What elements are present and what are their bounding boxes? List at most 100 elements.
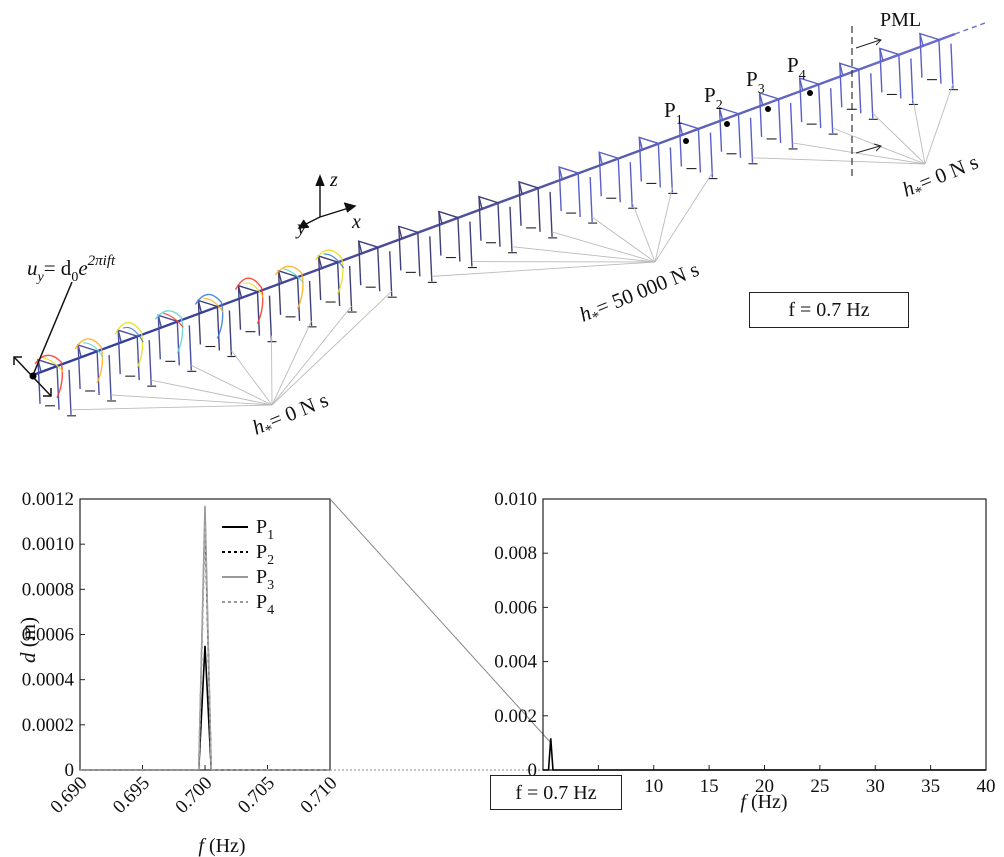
x-tick-label: 40 xyxy=(977,776,996,797)
bent xyxy=(317,254,357,313)
y-tick-label: 0.002 xyxy=(494,706,537,727)
svg-text:P4: P4 xyxy=(787,53,806,83)
excitation-arrow xyxy=(13,281,73,397)
chart-zoom-xlabel: f (Hz) xyxy=(198,835,245,857)
svg-text:P2: P2 xyxy=(704,83,723,113)
y-tick-label: 0.0002 xyxy=(22,715,74,736)
x-tick-label: 0.695 xyxy=(109,773,154,818)
coordinate-axes xyxy=(297,174,357,229)
point-p2-marker xyxy=(724,121,730,127)
point-p3-label: P xyxy=(746,67,758,91)
excitation-equation: uy= d0e2πift xyxy=(27,253,116,285)
y-tick-label: 0.0012 xyxy=(22,489,74,510)
svg-text:h*= 50 000 N s: h*= 50 000 N s xyxy=(576,257,704,330)
chart-full-frame xyxy=(542,498,987,771)
bent xyxy=(478,195,517,254)
bent xyxy=(397,225,437,283)
chart-zoom-y-ticks: 0 0.0002 0.0004 0.0006 0.0008 0.0010 0.0012 xyxy=(22,489,85,781)
y-tick-label: 0 xyxy=(528,760,538,781)
bent xyxy=(678,121,718,180)
observation-points: P1 P2 P3 P4 xyxy=(664,53,813,144)
bridge-deck xyxy=(32,32,956,377)
y-tick-label: 0.004 xyxy=(494,652,537,673)
svg-text:h*= 0 N s: h*= 0 N s xyxy=(249,388,333,444)
x-tick-label: 20 xyxy=(755,776,774,797)
x-tick-label: 0.700 xyxy=(171,773,216,818)
legend-p3: P3 xyxy=(256,566,274,593)
leader-lines xyxy=(71,83,954,411)
bent xyxy=(437,210,477,269)
bent xyxy=(518,180,558,239)
series-line xyxy=(80,645,330,771)
point-p1-marker xyxy=(683,138,689,144)
damping-label-right: h*= 0 N s xyxy=(899,150,983,206)
chart-zoom-x-ticks: 0.690 0.695 0.700 0.705 0.710 xyxy=(46,765,342,818)
y-tick-label: 0.006 xyxy=(494,597,537,618)
y-tick-label: 0.0004 xyxy=(22,670,75,691)
svg-text:h*= 0 N s: h*= 0 N s xyxy=(899,150,983,206)
bent xyxy=(838,62,878,120)
axis-x-label: x xyxy=(351,211,361,233)
bent xyxy=(638,136,678,194)
chart-zoom: 0 0.0002 0.0004 0.0006 0.0008 0.0010 0.0012 0.… xyxy=(16,489,342,857)
bent xyxy=(918,32,958,91)
point-p2-label: P xyxy=(704,83,716,107)
damping-label-left: h*= 0 N s xyxy=(249,388,333,444)
x-tick-label: 0.705 xyxy=(234,773,279,818)
legend-p2: P2 xyxy=(256,541,274,568)
x-tick-label: 10 xyxy=(644,776,663,797)
series-line xyxy=(80,519,330,771)
chart-zoom-ylabel: d (m) xyxy=(16,617,40,663)
axis-y-label: y xyxy=(295,217,306,239)
y-tick-label: 0 xyxy=(65,760,75,781)
pml-label: PML xyxy=(880,9,921,31)
legend-p1: P1 xyxy=(256,516,274,543)
chart-full-xlabel: f (Hz) xyxy=(740,791,787,813)
bent xyxy=(197,299,237,358)
bent xyxy=(277,269,317,328)
y-tick-label: 0.0010 xyxy=(22,534,74,555)
y-tick-label: 0.008 xyxy=(494,543,537,564)
x-tick-label: 0.710 xyxy=(296,773,341,818)
axis-z-label: z xyxy=(329,169,338,191)
pml-boundary: PML xyxy=(851,9,921,178)
point-p1-label: P xyxy=(664,98,676,122)
excitation-point xyxy=(29,372,37,380)
deformed-shape xyxy=(34,249,345,399)
x-tick-label: 30 xyxy=(866,776,885,797)
bridge-bents xyxy=(37,32,958,417)
frequency-box-top: f = 0.7 Hz xyxy=(749,292,909,328)
svg-text:P1: P1 xyxy=(664,98,683,128)
bent xyxy=(718,106,758,165)
x-tick-label: 25 xyxy=(810,776,829,797)
series-line xyxy=(80,523,330,771)
bent xyxy=(37,358,77,417)
x-tick-label: 15 xyxy=(700,776,719,797)
bent xyxy=(357,240,397,298)
chart-full-y-ticks: 0 0.002 0.004 0.006 0.008 0.010 xyxy=(494,489,548,781)
frequency-box-bottom: f = 0.7 Hz xyxy=(490,775,622,810)
svg-text:P3: P3 xyxy=(746,67,765,97)
x-tick-label: 35 xyxy=(921,776,940,797)
bent xyxy=(798,77,838,135)
bent xyxy=(558,166,598,224)
bent xyxy=(117,329,157,387)
zoom-connector-top xyxy=(329,498,552,744)
chart-full-series xyxy=(543,738,986,771)
series-line xyxy=(543,738,986,771)
x-tick-label: 0.690 xyxy=(46,773,91,818)
bent xyxy=(758,91,798,150)
chart-zoom-legend: P1 P2 P3 P4 xyxy=(222,516,274,618)
point-p4-label: P xyxy=(787,53,799,77)
bent xyxy=(878,47,918,106)
bent xyxy=(157,314,197,372)
point-p3-marker xyxy=(765,106,771,112)
point-p4-marker xyxy=(807,90,813,96)
bridge-deck-extension xyxy=(954,22,986,35)
bent xyxy=(237,284,277,343)
legend-p4: P4 xyxy=(256,591,274,618)
y-tick-label: 0.0008 xyxy=(22,579,74,600)
bent xyxy=(77,343,117,402)
